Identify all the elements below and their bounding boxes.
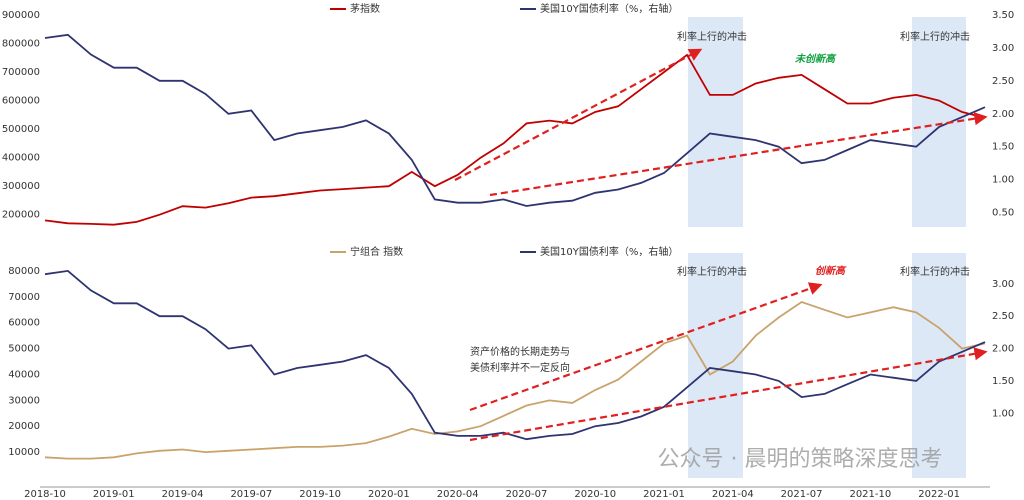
shade-period xyxy=(912,17,966,227)
series-line xyxy=(44,269,986,441)
arrow xyxy=(489,112,988,197)
x-tick-label: 2020-01 xyxy=(368,489,410,500)
shade-period xyxy=(688,17,743,227)
y2-tick-label: 1.50 xyxy=(992,376,1014,387)
x-tick-label: 2019-10 xyxy=(299,489,341,500)
x-tick-label: 2020-10 xyxy=(574,489,616,500)
y-tick-label: 300000 xyxy=(2,181,40,192)
x-tick-label: 2021-10 xyxy=(849,489,891,500)
y-tick-label: 50000 xyxy=(8,344,40,355)
y2-tick-label: 1.50 xyxy=(992,142,1014,153)
annotation: 资产价格的长期走势与 xyxy=(470,345,570,358)
shading xyxy=(688,17,966,478)
trend-arrows xyxy=(454,48,988,442)
y2-tick-label: 1.00 xyxy=(992,175,1014,186)
x-tick-label: 2018-10 xyxy=(24,489,66,500)
shade-period xyxy=(688,253,743,478)
y-tick-label: 200000 xyxy=(2,210,40,221)
y2-tick-label: 0.50 xyxy=(992,208,1014,219)
x-tick-label: 2019-01 xyxy=(93,489,135,500)
annotation: 创新高 xyxy=(815,265,847,277)
x-tick-label: 2021-01 xyxy=(643,489,685,500)
watermark: 公众号 · 晨明的策略深度思考 xyxy=(658,447,943,472)
y-tick-label: 60000 xyxy=(8,318,40,329)
y2-tick-label: 2.50 xyxy=(992,76,1014,87)
y-tick-label: 400000 xyxy=(2,153,40,164)
arrow xyxy=(454,48,703,181)
y2-tick-label: 2.00 xyxy=(992,109,1014,120)
x-tick-label: 2021-07 xyxy=(781,489,823,500)
annotation: 利率上行的冲击 xyxy=(677,265,747,278)
y-tick-label: 40000 xyxy=(8,369,40,380)
annotation: 利率上行的冲击 xyxy=(677,30,747,43)
y2-tick-label: 3.00 xyxy=(992,279,1014,290)
x-tick-label: 2019-07 xyxy=(230,489,272,500)
shade-period xyxy=(912,253,966,478)
y2-tick-label: 3.50 xyxy=(992,10,1014,21)
y-tick-label: 10000 xyxy=(8,447,40,458)
annotation: 美债利率并不一定反向 xyxy=(470,361,570,374)
legend-label: 茅指数 xyxy=(350,2,380,15)
legend-label: 宁组合 指数 xyxy=(350,245,403,258)
y-tick-label: 800000 xyxy=(2,39,40,50)
y2-tick-label: 1.00 xyxy=(992,408,1014,419)
y2-tick-label: 2.00 xyxy=(992,344,1014,355)
y-tick-label: 500000 xyxy=(2,124,40,135)
x-tick-label: 2021-04 xyxy=(712,489,754,500)
y-tick-label: 700000 xyxy=(2,67,40,78)
plot xyxy=(44,33,986,460)
y2-tick-label: 2.50 xyxy=(992,311,1014,322)
y2-tick-label: 3.00 xyxy=(992,43,1014,54)
legend-label: 美国10Y国债利率（%，右轴） xyxy=(540,245,678,258)
y-tick-label: 30000 xyxy=(8,395,40,406)
series-line xyxy=(44,301,986,460)
annotation: 利率上行的冲击 xyxy=(900,30,970,43)
x-tick-label: 2020-04 xyxy=(437,489,479,500)
arrow xyxy=(469,282,823,412)
series-line xyxy=(44,53,986,226)
y-tick-label: 70000 xyxy=(8,292,40,303)
legend-label: 美国10Y国债利率（%，右轴） xyxy=(540,2,678,15)
annotation: 利率上行的冲击 xyxy=(900,265,970,278)
x-tick-label: 2019-04 xyxy=(162,489,204,500)
x-tick-label: 2022-01 xyxy=(918,489,960,500)
annotation: 未创新高 xyxy=(795,53,837,65)
y-tick-label: 600000 xyxy=(2,96,40,107)
y-tick-label: 900000 xyxy=(2,10,40,21)
y-tick-label: 80000 xyxy=(8,266,40,277)
series-line xyxy=(44,33,986,207)
arrow xyxy=(469,347,988,442)
y-tick-label: 20000 xyxy=(8,421,40,432)
x-tick-label: 2020-07 xyxy=(506,489,548,500)
